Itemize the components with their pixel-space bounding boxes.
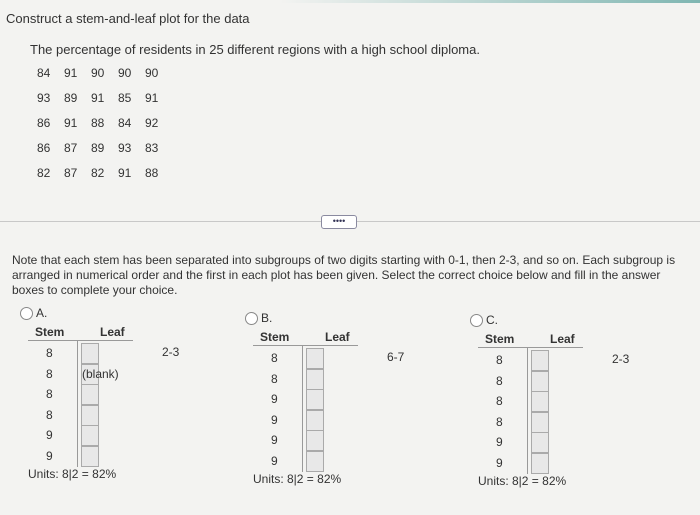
stem: 8 [496,414,503,429]
stem: 8 [496,394,503,408]
first-leaves: 2-3 [162,345,180,359]
units: Units: 8|2 = 82% [478,474,567,488]
data-value: 91 [64,66,78,80]
data-value: 83 [145,141,159,155]
leaf-input[interactable] [531,350,549,371]
top-bar [0,0,700,3]
leaf-input[interactable] [306,409,324,431]
data-value: 85 [118,91,132,105]
data-value: 87 [64,166,78,180]
leaf-input[interactable] [531,411,549,433]
data-value: 82 [37,166,51,180]
data-value: 91 [91,91,105,105]
stem: 8 [496,373,503,388]
data-value: 89 [91,141,105,155]
leaf-input[interactable] [531,391,549,412]
stem: 9 [271,433,278,447]
leaf-header: Leaf [100,325,125,339]
first-leaves: 6-7 [387,350,405,364]
stem-header: Stem [260,330,290,344]
stem: 8 [46,387,53,401]
data-value: 88 [91,116,105,130]
data-value: 91 [64,116,78,130]
stem-divider [77,340,78,467]
data-value: 92 [145,116,159,130]
data-value: 90 [145,66,159,80]
header-rule [478,347,583,348]
stem: 8 [496,353,503,367]
data-value: 90 [91,66,105,80]
stem: 8 [46,407,53,422]
data-value: 82 [91,166,105,180]
leaf-input[interactable] [531,452,549,474]
leaf-input[interactable] [81,445,99,467]
leaf-input[interactable] [81,404,99,426]
stem: 9 [46,428,53,442]
stem-header: Stem [485,332,515,346]
choice-label: A. [36,306,48,320]
question-description: The percentage of residents in 25 differ… [30,42,480,57]
stem: 9 [271,453,278,468]
units: Units: 8|2 = 82% [253,472,342,486]
leaf-input[interactable] [81,425,99,446]
leaf-input[interactable] [306,450,324,472]
data-value: 84 [118,116,132,130]
data-value: 93 [118,141,132,155]
header-rule [253,345,358,346]
data-value: 89 [64,91,78,105]
stem: 9 [46,448,53,463]
leaf-input[interactable] [306,348,324,369]
blank-hint: (blank) [82,366,119,381]
radio-button[interactable] [470,314,483,327]
data-value: 91 [118,166,132,180]
data-value: 84 [37,66,51,80]
units: Units: 8|2 = 82% [28,467,117,481]
stem-divider [302,345,303,472]
stem-header: Stem [35,325,65,339]
leaf-input[interactable] [531,432,549,453]
header-rule [28,340,133,341]
stem: 9 [496,435,503,449]
choice-label: C. [486,313,498,327]
leaf-input[interactable] [531,370,549,392]
stem-divider [527,347,528,474]
leaf-input[interactable] [81,384,99,405]
leaf-header: Leaf [325,330,350,344]
stem: 8 [46,346,53,360]
data-value: 93 [37,91,51,105]
data-value: 86 [37,141,51,155]
expand-button[interactable]: •••• [321,215,357,229]
data-value: 87 [64,141,78,155]
data-value: 86 [37,116,51,130]
leaf-header: Leaf [550,332,575,346]
first-leaves: 2-3 [612,352,630,366]
data-value: 91 [145,91,159,105]
data-value: 88 [145,166,159,180]
leaf-input[interactable] [306,368,324,390]
leaf-input[interactable] [306,430,324,451]
leaf-input[interactable] [306,389,324,410]
stem: 9 [271,412,278,427]
stem: 8 [271,371,278,386]
stem: 9 [496,455,503,470]
stem: 8 [271,351,278,365]
leaf-input[interactable] [81,343,99,364]
question-title: Construct a stem-and-leaf plot for the d… [6,11,250,26]
choice-label: B. [261,311,273,325]
note: Note that each stem has been separated i… [12,253,676,297]
stem: 9 [271,392,278,406]
radio-button[interactable] [245,312,258,325]
data-value: 90 [118,66,132,80]
radio-button[interactable] [20,307,33,320]
stem: 8 [46,366,53,381]
